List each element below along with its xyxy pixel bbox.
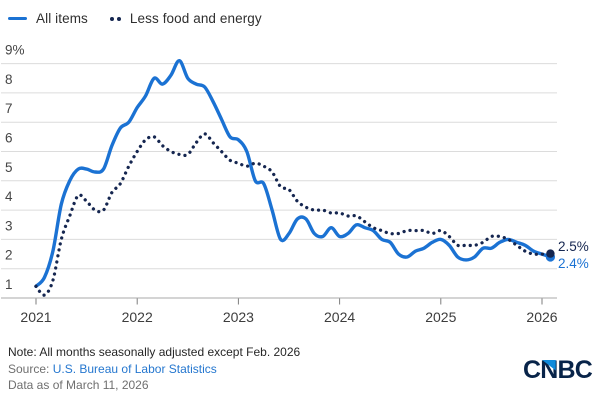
svg-text:8: 8 — [5, 72, 13, 87]
svg-text:2: 2 — [5, 248, 13, 263]
legend-label-less-food-energy: Less food and energy — [129, 11, 262, 26]
end-value-label-core: 2.5% — [558, 239, 589, 254]
peacock-accent-icon — [542, 360, 556, 371]
svg-text:7: 7 — [5, 101, 13, 116]
svg-text:2022: 2022 — [122, 309, 153, 325]
chart-note: Note: All months seasonally adjusted exc… — [8, 345, 301, 359]
logo-letter-n: N — [540, 356, 558, 384]
legend-label-all-items: All items — [36, 11, 88, 26]
logo-letter-c: C — [522, 356, 541, 384]
chart-legend: All items Less food and energy — [8, 11, 262, 26]
source-prefix: Source: — [8, 362, 50, 376]
svg-text:2024: 2024 — [324, 309, 355, 325]
svg-text:2025: 2025 — [425, 309, 456, 325]
svg-text:2021: 2021 — [20, 309, 51, 325]
svg-text:3: 3 — [5, 218, 13, 233]
svg-text:2023: 2023 — [223, 309, 254, 325]
logo-letters-bc: BC — [557, 356, 592, 384]
line-chart: 9% 8 7 6 5 4 3 2 1 2021 2022 2023 2024 2025 2026 — [1, 43, 558, 325]
svg-text:9%: 9% — [5, 43, 25, 58]
legend-item-all-items[interactable]: All items — [8, 11, 88, 26]
less-food-energy-dots-swatch-icon — [109, 16, 121, 21]
data-as-of: Data as of March 11, 2026 — [8, 378, 149, 392]
svg-text:1: 1 — [5, 277, 13, 292]
svg-text:6: 6 — [5, 131, 13, 146]
end-value-label-all-items: 2.4% — [558, 256, 589, 271]
cnbc-logo: C N BC — [522, 356, 593, 384]
svg-text:5: 5 — [5, 160, 13, 175]
source-row: Source: U.S. Bureau of Labor Statistics — [8, 362, 217, 376]
legend-item-less-food-energy[interactable]: Less food and energy — [109, 11, 262, 26]
all-items-line-swatch-icon — [8, 16, 27, 21]
svg-text:4: 4 — [5, 189, 13, 204]
svg-text:2026: 2026 — [526, 309, 557, 325]
source-link[interactable]: U.S. Bureau of Labor Statistics — [52, 362, 217, 376]
